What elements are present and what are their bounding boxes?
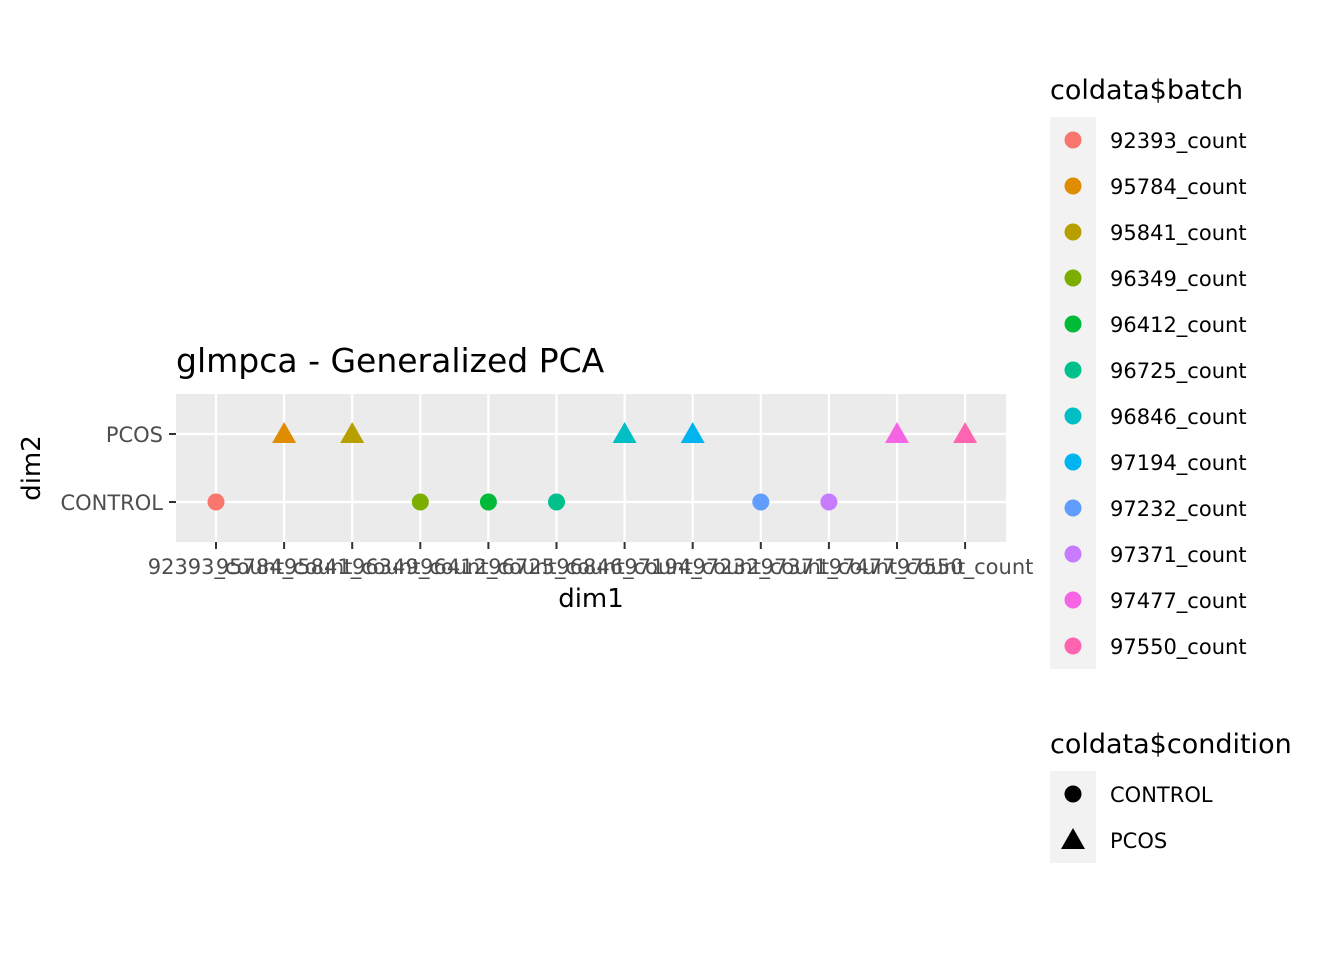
grid-lines — [176, 394, 1006, 542]
x-tick-label: 96349_count — [352, 555, 489, 580]
x-tick-label: 97550_count — [897, 555, 1034, 580]
condition-legend-swatch — [1064, 785, 1082, 803]
batch-legend-swatch — [1064, 361, 1082, 379]
x-tick-label: 95784_count — [216, 555, 353, 580]
batch-legend-title: coldata$batch — [1050, 75, 1243, 106]
condition-legend-label: CONTROL — [1110, 783, 1213, 807]
y-tick-label: CONTROL — [60, 491, 163, 515]
batch-legend-swatch — [1064, 315, 1082, 333]
batch-legend-swatch — [1064, 407, 1082, 425]
y-axis-title: dim2 — [17, 435, 47, 501]
batch-legend-label: 97550_count — [1110, 635, 1247, 660]
x-axis: 92393_count95784_count95841_count96349_c… — [148, 542, 1034, 580]
batch-legend-swatch — [1064, 223, 1082, 241]
x-tick-label: 97477_count — [829, 555, 966, 580]
data-points — [207, 422, 978, 511]
data-point — [953, 422, 978, 443]
x-tick-label: 97194_count — [624, 555, 761, 580]
batch-legend-swatch — [1064, 131, 1082, 149]
batch-legend-swatch — [1064, 591, 1082, 609]
x-tick-label: 96412_count — [420, 555, 557, 580]
batch-legend-label: 95841_count — [1110, 221, 1247, 246]
data-point — [411, 493, 429, 511]
batch-legend-swatch — [1064, 545, 1082, 563]
batch-legend-label: 92393_count — [1110, 129, 1247, 154]
condition-legend-key-background — [1050, 771, 1096, 863]
y-axis: CONTROL PCOS — [60, 423, 176, 515]
x-axis-title: dim1 — [558, 584, 624, 614]
data-point — [612, 422, 637, 443]
batch-legend-label: 96349_count — [1110, 267, 1247, 292]
x-tick-label: 96846_count — [556, 555, 693, 580]
batch-legend-label: 96846_count — [1110, 405, 1247, 430]
batch-legend-swatch — [1064, 269, 1082, 287]
data-point — [340, 422, 365, 443]
data-point — [820, 493, 838, 511]
batch-legend-swatch — [1064, 177, 1082, 195]
batch-legend-swatch — [1064, 499, 1082, 517]
chart-title: glmpca - Generalized PCA — [176, 341, 605, 380]
data-point — [272, 422, 297, 443]
x-tick-label: 97371_count — [761, 555, 898, 580]
data-point — [479, 493, 497, 511]
data-point — [752, 493, 770, 511]
x-tick-label: 96725_count — [488, 555, 625, 580]
condition-legend: coldata$condition CONTROL PCOS — [1050, 729, 1292, 863]
batch-legend-label: 96725_count — [1110, 359, 1247, 384]
plot-panel — [176, 394, 1006, 542]
x-tick-label: 92393_count — [148, 555, 285, 580]
batch-legend-label: 97477_count — [1110, 589, 1247, 614]
batch-legend-key-background — [1050, 117, 1096, 669]
y-tick-label: PCOS — [106, 423, 163, 447]
batch-legend-label: 97194_count — [1110, 451, 1247, 476]
batch-legend-swatch — [1064, 637, 1082, 655]
data-point — [548, 493, 565, 511]
data-point — [680, 422, 705, 443]
x-tick-label: 95841_count — [284, 555, 421, 580]
x-tick-label: 97232_count — [693, 555, 830, 580]
batch-legend-swatch — [1064, 453, 1082, 471]
batch-legend-label: 96412_count — [1110, 313, 1247, 338]
data-point — [885, 422, 909, 443]
condition-legend-swatch — [1061, 828, 1085, 849]
batch-legend: coldata$batch 92393_count 95784_count 9584… — [1050, 75, 1247, 669]
condition-legend-label: PCOS — [1110, 829, 1167, 853]
data-point — [207, 493, 225, 511]
batch-legend-label: 97232_count — [1110, 497, 1247, 522]
condition-legend-title: coldata$condition — [1050, 729, 1292, 760]
batch-legend-label: 97371_count — [1110, 543, 1247, 568]
batch-legend-label: 95784_count — [1110, 175, 1247, 200]
